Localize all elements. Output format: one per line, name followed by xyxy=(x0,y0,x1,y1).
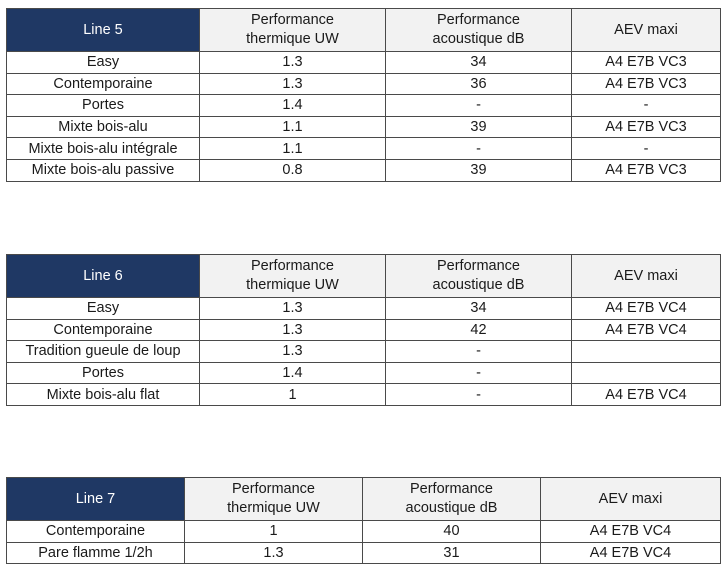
thermal-header: Performance thermique UW xyxy=(199,8,386,52)
thermal-value: 1.1 xyxy=(199,115,386,139)
line-title: Line 5 xyxy=(6,8,200,52)
product-name: Pare flamme 1/2h xyxy=(6,541,185,565)
aev-value xyxy=(571,340,721,363)
table-header-row: Line 6 Performance thermique UW Performa… xyxy=(6,254,721,298)
product-name: Mixte bois-alu intégrale xyxy=(6,137,200,160)
header-line: acoustique dB xyxy=(405,500,498,516)
product-name: Tradition gueule de loup xyxy=(6,340,200,363)
product-name: Contemporaine xyxy=(6,318,200,342)
table-row: Portes 1.4 - xyxy=(6,361,721,385)
table-row: Mixte bois-alu 1.1 39 A4 E7B VC3 xyxy=(6,115,721,139)
header-line: Performance xyxy=(436,12,520,28)
product-name: Easy xyxy=(6,51,200,74)
table-row: Mixte bois-alu flat 1 - A4 E7B VC4 xyxy=(6,383,721,406)
acoustic-value: 36 xyxy=(385,72,572,96)
thermal-value: 1 xyxy=(199,383,386,406)
product-name: Portes xyxy=(6,94,200,117)
thermal-header: Performance thermique UW xyxy=(199,254,386,298)
product-name: Contemporaine xyxy=(6,520,185,543)
product-name: Portes xyxy=(6,361,200,385)
thermal-value: 0.8 xyxy=(199,158,386,182)
product-name: Easy xyxy=(6,297,200,320)
table-row: Mixte bois-alu passive 0.8 39 A4 E7B VC3 xyxy=(6,158,721,182)
thermal-value: 1.4 xyxy=(199,361,386,385)
table-row: Contemporaine 1.3 42 A4 E7B VC4 xyxy=(6,318,721,342)
header-line: acoustique dB xyxy=(432,277,525,293)
table-row: Portes 1.4 - - xyxy=(6,94,721,117)
header-line: thermique UW xyxy=(246,277,339,293)
acoustic-value: 42 xyxy=(385,318,572,342)
header-line: thermique UW xyxy=(227,500,320,516)
table-row: Tradition gueule de loup 1.3 - xyxy=(6,340,721,363)
aev-value: A4 E7B VC4 xyxy=(571,318,721,342)
thermal-value: 1.3 xyxy=(199,318,386,342)
table-row: Contemporaine 1.3 36 A4 E7B VC3 xyxy=(6,72,721,96)
acoustic-header: Performance acoustique dB xyxy=(385,254,572,298)
acoustic-header: Performance acoustique dB xyxy=(385,8,572,52)
header-line: Performance xyxy=(436,258,520,274)
aev-value: - xyxy=(571,94,721,117)
header-line: Performance xyxy=(250,12,334,28)
acoustic-header: Performance acoustique dB xyxy=(362,477,541,521)
aev-value: A4 E7B VC3 xyxy=(571,51,721,74)
aev-value: - xyxy=(571,137,721,160)
table-row: Easy 1.3 34 A4 E7B VC3 xyxy=(6,51,721,74)
thermal-value: 1.3 xyxy=(184,541,363,565)
acoustic-value: - xyxy=(385,137,572,160)
acoustic-value: 39 xyxy=(385,115,572,139)
aev-value: A4 E7B VC4 xyxy=(571,383,721,406)
header-line: acoustique dB xyxy=(432,31,525,47)
thermal-value: 1.3 xyxy=(199,51,386,74)
thermal-value: 1.1 xyxy=(199,137,386,160)
table-row: Easy 1.3 34 A4 E7B VC4 xyxy=(6,297,721,320)
acoustic-value: - xyxy=(385,340,572,363)
aev-header: AEV maxi xyxy=(540,477,721,521)
aev-value: A4 E7B VC4 xyxy=(540,520,721,543)
product-name: Mixte bois-alu xyxy=(6,115,200,139)
thermal-value: 1.3 xyxy=(199,72,386,96)
acoustic-value: 39 xyxy=(385,158,572,182)
acoustic-value: 34 xyxy=(385,297,572,320)
table-header-row: Line 5 Performance thermique UW Performa… xyxy=(6,8,721,52)
thermal-value: 1.3 xyxy=(199,340,386,363)
aev-value: A4 E7B VC3 xyxy=(571,158,721,182)
aev-value: A4 E7B VC3 xyxy=(571,115,721,139)
aev-value: A4 E7B VC3 xyxy=(571,72,721,96)
table-row: Mixte bois-alu intégrale 1.1 - - xyxy=(6,137,721,160)
line-title: Line 7 xyxy=(6,477,185,521)
thermal-header: Performance thermique UW xyxy=(184,477,363,521)
acoustic-value: - xyxy=(385,383,572,406)
acoustic-value: - xyxy=(385,94,572,117)
line-title: Line 6 xyxy=(6,254,200,298)
acoustic-value: - xyxy=(385,361,572,385)
product-name: Mixte bois-alu passive xyxy=(6,158,200,182)
thermal-value: 1 xyxy=(184,520,363,543)
aev-value: A4 E7B VC4 xyxy=(571,297,721,320)
product-name: Contemporaine xyxy=(6,72,200,96)
table-row: Contemporaine 1 40 A4 E7B VC4 xyxy=(6,520,721,543)
table-row: Pare flamme 1/2h 1.3 31 A4 E7B VC4 xyxy=(6,541,721,565)
thermal-value: 1.3 xyxy=(199,297,386,320)
acoustic-value: 31 xyxy=(362,541,541,565)
acoustic-value: 40 xyxy=(362,520,541,543)
table-header-row: Line 7 Performance thermique UW Performa… xyxy=(6,477,721,521)
header-line: Performance xyxy=(231,481,315,497)
aev-header: AEV maxi xyxy=(571,8,721,52)
header-line: Performance xyxy=(250,258,334,274)
header-line: Performance xyxy=(409,481,493,497)
aev-header: AEV maxi xyxy=(571,254,721,298)
aev-value xyxy=(571,361,721,385)
thermal-value: 1.4 xyxy=(199,94,386,117)
product-name: Mixte bois-alu flat xyxy=(6,383,200,406)
acoustic-value: 34 xyxy=(385,51,572,74)
header-line: thermique UW xyxy=(246,31,339,47)
table-line-6: Line 6 Performance thermique UW Performa… xyxy=(6,254,721,406)
table-line-7: Line 7 Performance thermique UW Performa… xyxy=(6,477,721,565)
aev-value: A4 E7B VC4 xyxy=(540,541,721,565)
table-line-5: Line 5 Performance thermique UW Performa… xyxy=(6,8,721,182)
